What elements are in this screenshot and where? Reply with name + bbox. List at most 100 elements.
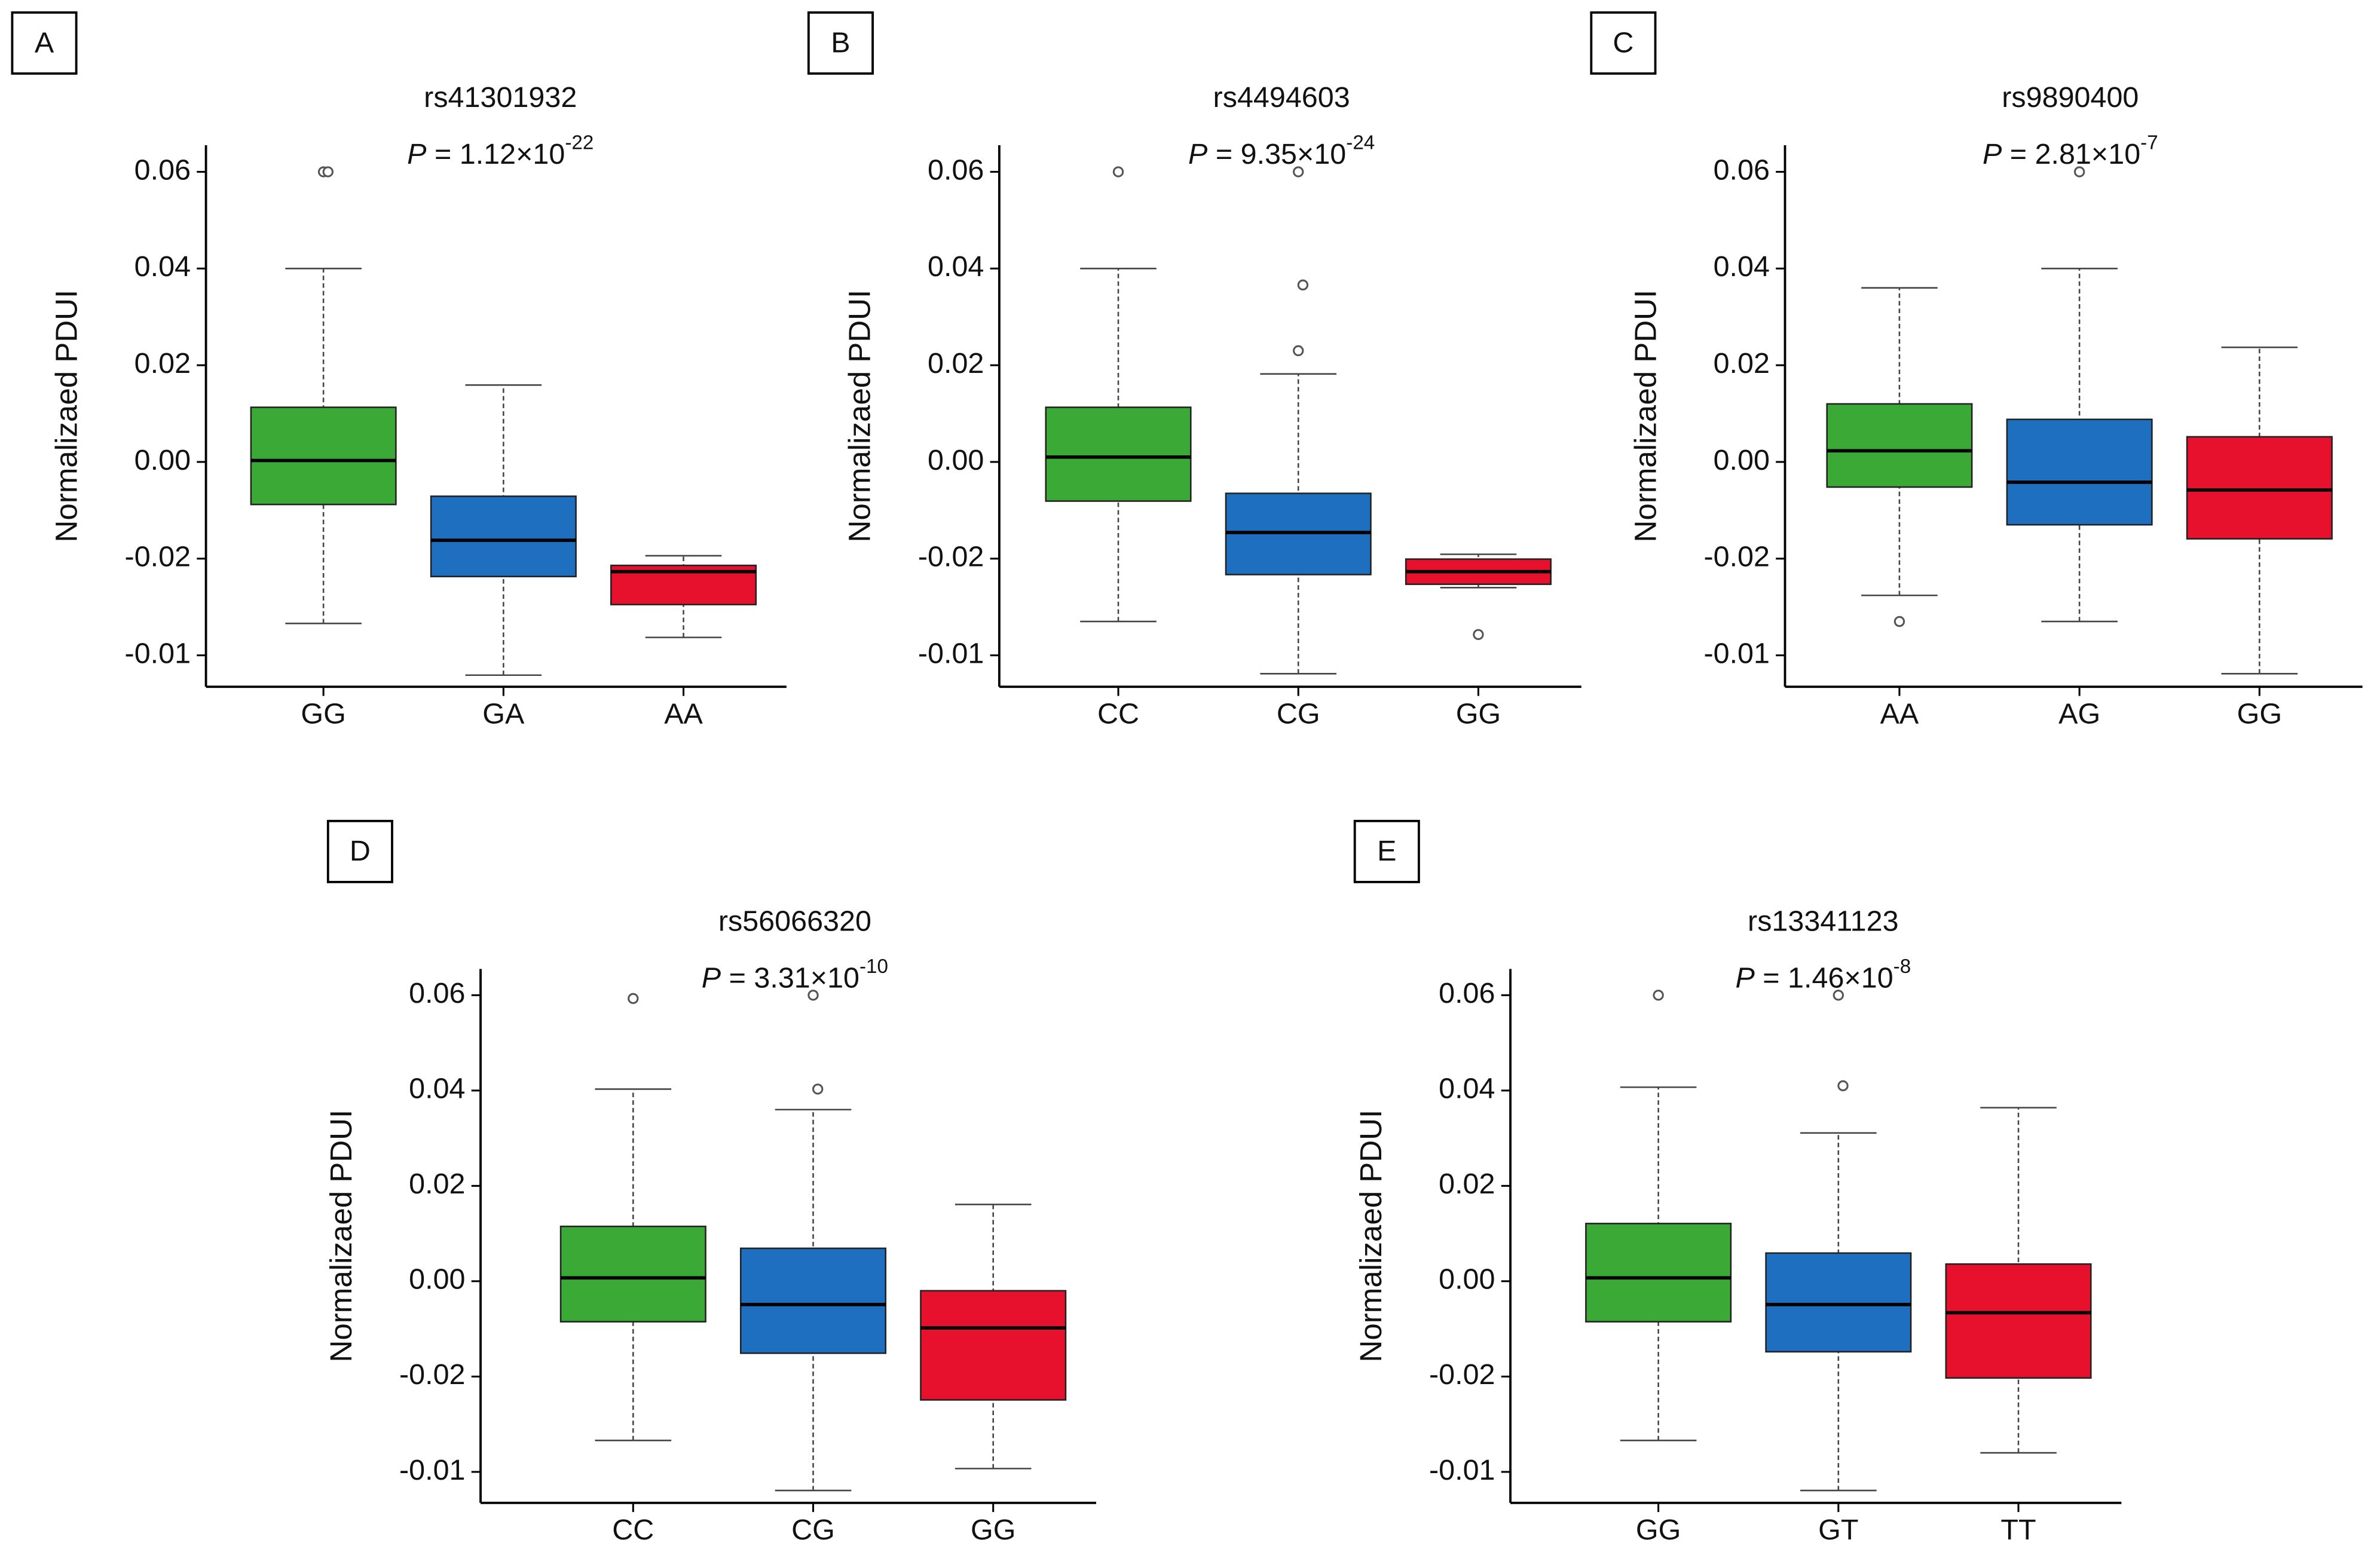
box bbox=[559, 1225, 706, 1323]
panel-label-box bbox=[11, 11, 78, 75]
p-symbol: P bbox=[407, 138, 427, 170]
y-tick-label: 0.02 bbox=[134, 347, 191, 379]
y-tick-label: 0.00 bbox=[928, 444, 984, 476]
y-tick-label: 0.00 bbox=[134, 444, 191, 476]
panel-label: D bbox=[350, 835, 371, 867]
x-tick-label: TT bbox=[2000, 1514, 2036, 1546]
y-tick-label: -0.01 bbox=[918, 637, 984, 669]
x-tick-label: AA bbox=[1880, 697, 1919, 730]
p-symbol: P bbox=[1735, 962, 1755, 994]
y-axis-label: Normalizaed PDUI bbox=[843, 290, 877, 543]
outlier bbox=[1473, 629, 1484, 640]
y-tick-label: 0.04 bbox=[928, 250, 984, 283]
p-symbol: P bbox=[702, 962, 721, 994]
y-tick-label: 0.02 bbox=[928, 347, 984, 379]
outlier bbox=[807, 990, 819, 1001]
y-tick-label: 0.00 bbox=[1714, 444, 1770, 476]
y-tick-label: 0.06 bbox=[1714, 154, 1770, 186]
panel-title: rs4494603 bbox=[1213, 81, 1350, 114]
outlier bbox=[322, 166, 334, 177]
y-axis-label: Normalizaed PDUI bbox=[49, 290, 83, 543]
x-tick-label: GG bbox=[971, 1514, 1015, 1546]
y-tick-label: 0.02 bbox=[1439, 1168, 1495, 1200]
p-text: = 9.35×10 bbox=[1207, 138, 1346, 170]
box bbox=[430, 495, 577, 577]
outlier bbox=[2073, 166, 2085, 177]
box bbox=[739, 1247, 887, 1354]
y-axis-label: Normalizaed PDUI bbox=[324, 1110, 358, 1363]
box bbox=[1585, 1223, 1732, 1323]
x-tick-label: GA bbox=[482, 697, 525, 730]
panel-label-box bbox=[807, 11, 874, 75]
x-tick-label: GG bbox=[2237, 697, 2282, 730]
x-tick-label: AA bbox=[664, 697, 703, 730]
outlier bbox=[628, 993, 639, 1005]
y-tick-label: -0.01 bbox=[1429, 1454, 1495, 1486]
x-tick-label: CG bbox=[791, 1514, 835, 1546]
outlier bbox=[1293, 166, 1304, 177]
panel-label: A bbox=[35, 26, 54, 59]
p-symbol: P bbox=[1188, 138, 1208, 170]
p-text: = 3.31×10 bbox=[721, 962, 859, 994]
p-exponent: -24 bbox=[1346, 131, 1375, 154]
y-tick-label: 0.04 bbox=[134, 250, 191, 283]
p-value: P = 1.46×10-8 bbox=[1735, 956, 1911, 994]
x-tick-label: CC bbox=[612, 1514, 654, 1546]
y-axis-label: Normalizaed PDUI bbox=[1628, 290, 1662, 543]
panel-label: B bbox=[831, 26, 850, 59]
outlier bbox=[1833, 990, 1844, 1001]
box bbox=[250, 406, 397, 506]
p-exponent: -8 bbox=[1893, 956, 1911, 978]
y-tick-label: -0.02 bbox=[1429, 1358, 1495, 1391]
box bbox=[1945, 1263, 2092, 1379]
y-tick-label: 0.02 bbox=[409, 1168, 465, 1200]
p-value: P = 3.31×10-10 bbox=[702, 956, 888, 994]
p-symbol: P bbox=[1983, 138, 2002, 170]
p-exponent: -7 bbox=[2140, 131, 2158, 154]
y-tick-label: 0.06 bbox=[409, 977, 465, 1009]
outlier bbox=[812, 1083, 824, 1095]
x-tick-label: CC bbox=[1097, 697, 1139, 730]
y-tick-label: -0.02 bbox=[399, 1358, 466, 1391]
y-tick-label: 0.04 bbox=[1714, 250, 1770, 283]
panel-label: C bbox=[1613, 26, 1633, 59]
y-tick-label: -0.02 bbox=[1703, 541, 1770, 573]
y-tick-label: -0.01 bbox=[1703, 637, 1770, 669]
x-tick-label: CG bbox=[1277, 697, 1320, 730]
box bbox=[1045, 406, 1192, 502]
panel-label-box bbox=[326, 819, 393, 883]
outlier bbox=[1297, 279, 1309, 291]
p-value: P = 9.35×10-24 bbox=[1188, 131, 1375, 170]
y-tick-label: -0.02 bbox=[918, 541, 984, 573]
x-tick-label: GT bbox=[1818, 1514, 1858, 1546]
y-tick-label: 0.04 bbox=[409, 1073, 465, 1105]
box bbox=[1765, 1252, 1912, 1353]
y-tick-label: 0.00 bbox=[409, 1263, 465, 1296]
panel-title: rs13341123 bbox=[1748, 905, 1899, 938]
p-value: P = 2.81×10-7 bbox=[1983, 131, 2158, 170]
panel-label: E bbox=[1377, 835, 1396, 867]
outlier bbox=[1653, 990, 1664, 1001]
y-tick-label: 0.02 bbox=[1714, 347, 1770, 379]
box bbox=[2006, 418, 2153, 526]
panel-title: rs41301932 bbox=[424, 81, 577, 114]
x-tick-label: GG bbox=[1456, 697, 1501, 730]
y-tick-label: 0.06 bbox=[928, 154, 984, 186]
x-tick-label: GG bbox=[301, 697, 345, 730]
box bbox=[1826, 403, 1973, 488]
p-text: = 1.46×10 bbox=[1755, 962, 1893, 994]
y-tick-label: 0.06 bbox=[1439, 977, 1495, 1009]
x-tick-label: AG bbox=[2058, 697, 2100, 730]
panel-title: rs56066320 bbox=[718, 905, 871, 938]
p-text: = 2.81×10 bbox=[2002, 138, 2140, 170]
x-tick-label: GG bbox=[1636, 1514, 1681, 1546]
panel-title: rs9890400 bbox=[2002, 81, 2139, 114]
outlier bbox=[1837, 1080, 1849, 1092]
panel-label-box bbox=[1590, 11, 1657, 75]
y-tick-label: -0.01 bbox=[125, 637, 191, 669]
y-tick-label: 0.04 bbox=[1439, 1073, 1495, 1105]
y-tick-label: -0.01 bbox=[399, 1454, 466, 1486]
p-exponent: -22 bbox=[565, 131, 594, 154]
